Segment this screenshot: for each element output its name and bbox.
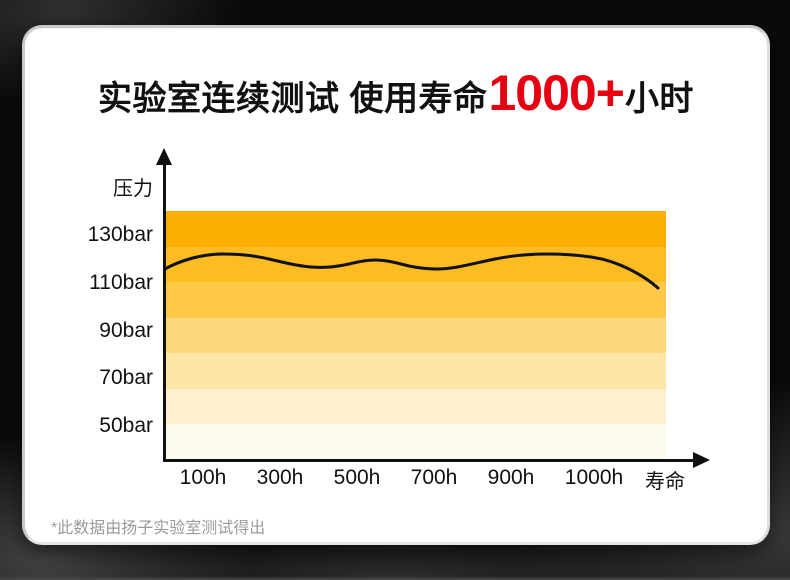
x-tick-300h: 300h — [256, 466, 304, 489]
y-tick-50bar: 50bar — [99, 414, 153, 437]
x-tick-1000h: 1000h — [564, 466, 624, 489]
pressure-band — [165, 353, 666, 389]
title-prefix: 实验室连续测试 使用寿命 — [98, 80, 488, 118]
white-card-panel: 实验室连续测试 使用寿命 1000+ 小时 压力 130bar 110bar 90b… — [22, 25, 770, 545]
pressure-band — [165, 424, 666, 461]
x-tick-900h: 900h — [487, 466, 535, 489]
y-tick-70bar: 70bar — [99, 366, 153, 389]
pressure-curve — [163, 252, 660, 290]
x-axis-title: 寿命 — [645, 471, 685, 493]
x-axis-arrow-icon — [693, 452, 710, 468]
gradient-bands — [165, 211, 666, 461]
y-axis-line — [163, 163, 166, 462]
pressure-band — [165, 282, 666, 318]
pressure-band — [165, 211, 666, 247]
pressure-band — [165, 317, 666, 354]
y-tick-110bar: 110bar — [89, 271, 153, 294]
y-axis-title: 压力 — [113, 178, 153, 200]
x-tick-500h: 500h — [333, 466, 381, 489]
pressure-band — [165, 388, 666, 425]
x-tick-700h: 700h — [410, 466, 458, 489]
footnote-disclaimer: *此数据由扬子实验室测试得出 — [51, 520, 266, 537]
title-suffix: 小时 — [624, 80, 694, 118]
x-axis-line — [163, 459, 695, 462]
y-axis-arrow-icon — [156, 148, 172, 165]
pressure-curve-path — [163, 252, 660, 290]
x-tick-100h: 100h — [179, 466, 227, 489]
y-tick-130bar: 130bar — [87, 223, 153, 246]
title-highlight: 1000+ — [488, 65, 625, 121]
page-title: 实验室连续测试 使用寿命 1000+ 小时 — [25, 68, 767, 120]
pressure-band — [165, 246, 666, 283]
y-tick-90bar: 90bar — [99, 319, 153, 342]
